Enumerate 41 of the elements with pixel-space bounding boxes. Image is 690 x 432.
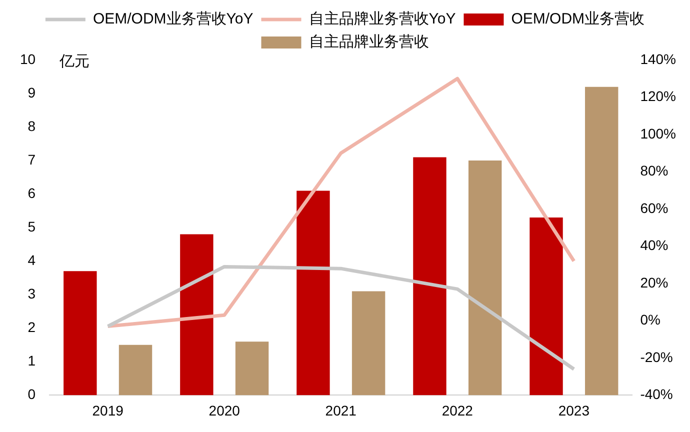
y2-tick-label: 140%	[640, 50, 676, 67]
y-tick-label: 7	[28, 151, 36, 168]
legend-label: OEM/ODM业务营收YoY	[92, 10, 254, 28]
bar	[352, 291, 386, 396]
y2-tick-label: -20%	[640, 348, 673, 365]
y2-tick-label: 120%	[640, 88, 676, 104]
x-tick-label: 2020	[208, 402, 240, 418]
y-axis-title: 亿元	[58, 53, 90, 70]
y-tick-label: 6	[28, 184, 36, 201]
legend-label: OEM/ODM业务营收	[511, 10, 645, 28]
bar	[585, 86, 618, 396]
x-tick-label: 2023	[558, 402, 590, 418]
legend-label: 自主品牌业务营收YoY	[308, 10, 456, 28]
y2-tick-label: 20%	[640, 274, 668, 290]
bar	[118, 344, 152, 396]
y2-tick-label: 80%	[640, 162, 668, 179]
y-tick-label: 8	[28, 118, 36, 134]
bar	[64, 271, 97, 396]
y-tick-label: 9	[28, 84, 36, 100]
bar	[296, 190, 330, 396]
x-tick-label: 2022	[442, 402, 474, 418]
y-tick-label: 4	[28, 252, 36, 268]
bar	[180, 234, 214, 396]
bar	[235, 342, 269, 396]
y2-tick-label: 60%	[640, 200, 668, 216]
y-tick-label: 10	[20, 50, 36, 67]
y2-tick-label: 0%	[640, 312, 660, 328]
y-tick-label: 1	[28, 352, 36, 369]
bar	[530, 218, 563, 396]
y-tick-label: 2	[28, 319, 36, 336]
y2-tick-label: -40%	[640, 386, 673, 402]
bar	[413, 157, 446, 396]
y-tick-label: 3	[28, 286, 36, 302]
y-tick-label: 5	[28, 218, 36, 234]
legend-label: 自主品牌业务营收	[308, 34, 429, 51]
bar	[468, 160, 502, 396]
y-tick-label: 0	[28, 386, 36, 402]
y2-tick-label: 100%	[640, 125, 676, 142]
x-tick-label: 2021	[325, 402, 357, 418]
y2-tick-label: 40%	[640, 237, 668, 254]
x-tick-label: 2019	[92, 402, 124, 418]
